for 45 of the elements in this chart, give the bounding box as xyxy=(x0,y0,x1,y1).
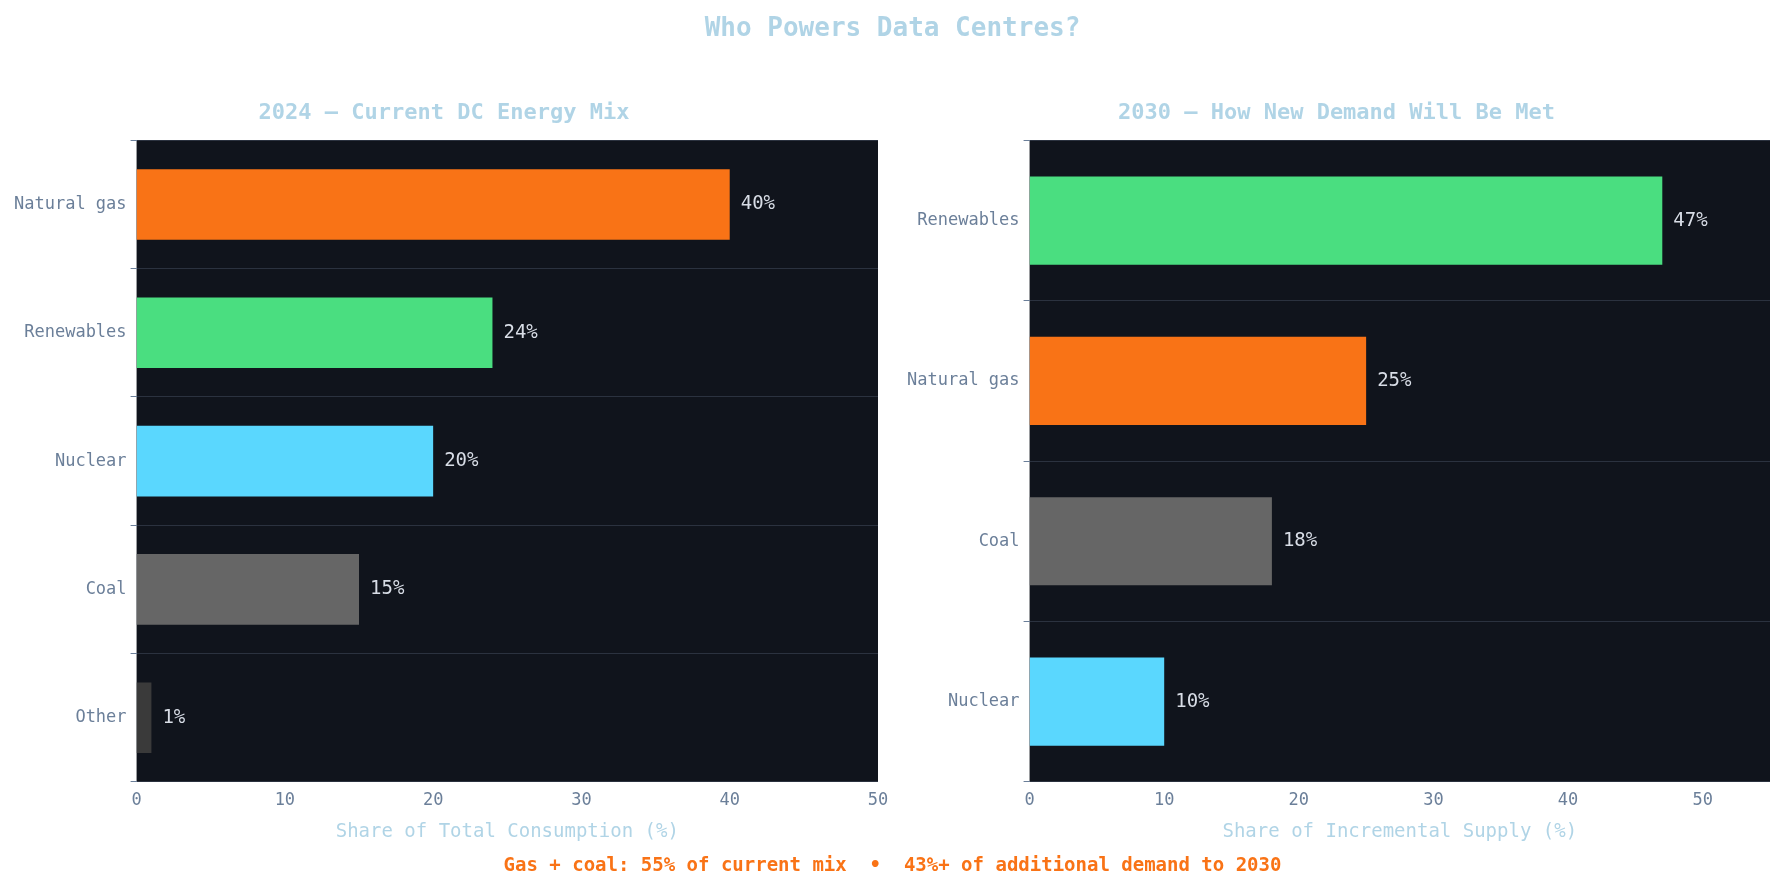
x-tick-label: 50 xyxy=(1692,789,1713,810)
text: Who Powers Data Centres? xyxy=(703,12,1082,42)
x-tick-label: 20 xyxy=(422,789,444,810)
x-axis-title: Share of Incremental Supply (%) xyxy=(1222,818,1578,841)
x-tick-label: 30 xyxy=(1423,789,1444,810)
bar xyxy=(136,169,730,240)
x-axis-title: Share of Total Consumption (%) xyxy=(335,818,679,841)
x-tick-label: 40 xyxy=(1557,789,1579,810)
x-tick-label: 10 xyxy=(274,789,296,810)
bar xyxy=(136,297,493,369)
data-label: 20% xyxy=(444,448,480,471)
y-tick-label: Coal xyxy=(978,529,1020,550)
x-tick-label: 50 xyxy=(867,789,889,810)
data-label: 40% xyxy=(740,191,776,214)
data-label: 10% xyxy=(1175,688,1211,711)
data-label: 15% xyxy=(370,576,405,599)
x-tick-label: 10 xyxy=(1153,789,1175,810)
y-tick-label: Other xyxy=(75,706,127,727)
y-tick-label: Renewables xyxy=(24,321,127,342)
y-tick-label: Nuclear xyxy=(947,690,1020,711)
bar xyxy=(136,554,360,625)
bar xyxy=(136,425,434,497)
x-tick-label: 30 xyxy=(571,789,592,810)
bar xyxy=(1029,336,1367,426)
data-label: 1% xyxy=(162,704,186,727)
y-tick-label: Natural gas xyxy=(906,369,1020,390)
y-tick-label: Nuclear xyxy=(54,449,127,470)
y-tick-label: Renewables xyxy=(917,209,1020,229)
data-label: 18% xyxy=(1282,528,1318,551)
x-tick-label: 0 xyxy=(1024,789,1035,810)
bar xyxy=(1029,497,1272,586)
x-tick-label: 40 xyxy=(719,789,740,810)
bar xyxy=(1029,657,1165,746)
text: Gas + coal: 55% of current mix • 43%+ of additional demand to 2030 xyxy=(502,853,1283,875)
chart-title: 2030 — How New Demand Will Be Met xyxy=(1117,98,1556,124)
data-label: 25% xyxy=(1377,367,1413,390)
data-label: 47% xyxy=(1673,207,1709,230)
x-tick-label: 20 xyxy=(1288,789,1310,810)
y-tick-label: Coal xyxy=(85,577,127,598)
y-tick-label: Natural gas xyxy=(13,192,127,213)
bar xyxy=(1029,176,1663,265)
data-label: 24% xyxy=(503,319,539,342)
bar xyxy=(136,682,152,753)
x-tick-label: 0 xyxy=(131,789,142,810)
chart-title: 2024 — Current DC Energy Mix xyxy=(258,98,630,124)
